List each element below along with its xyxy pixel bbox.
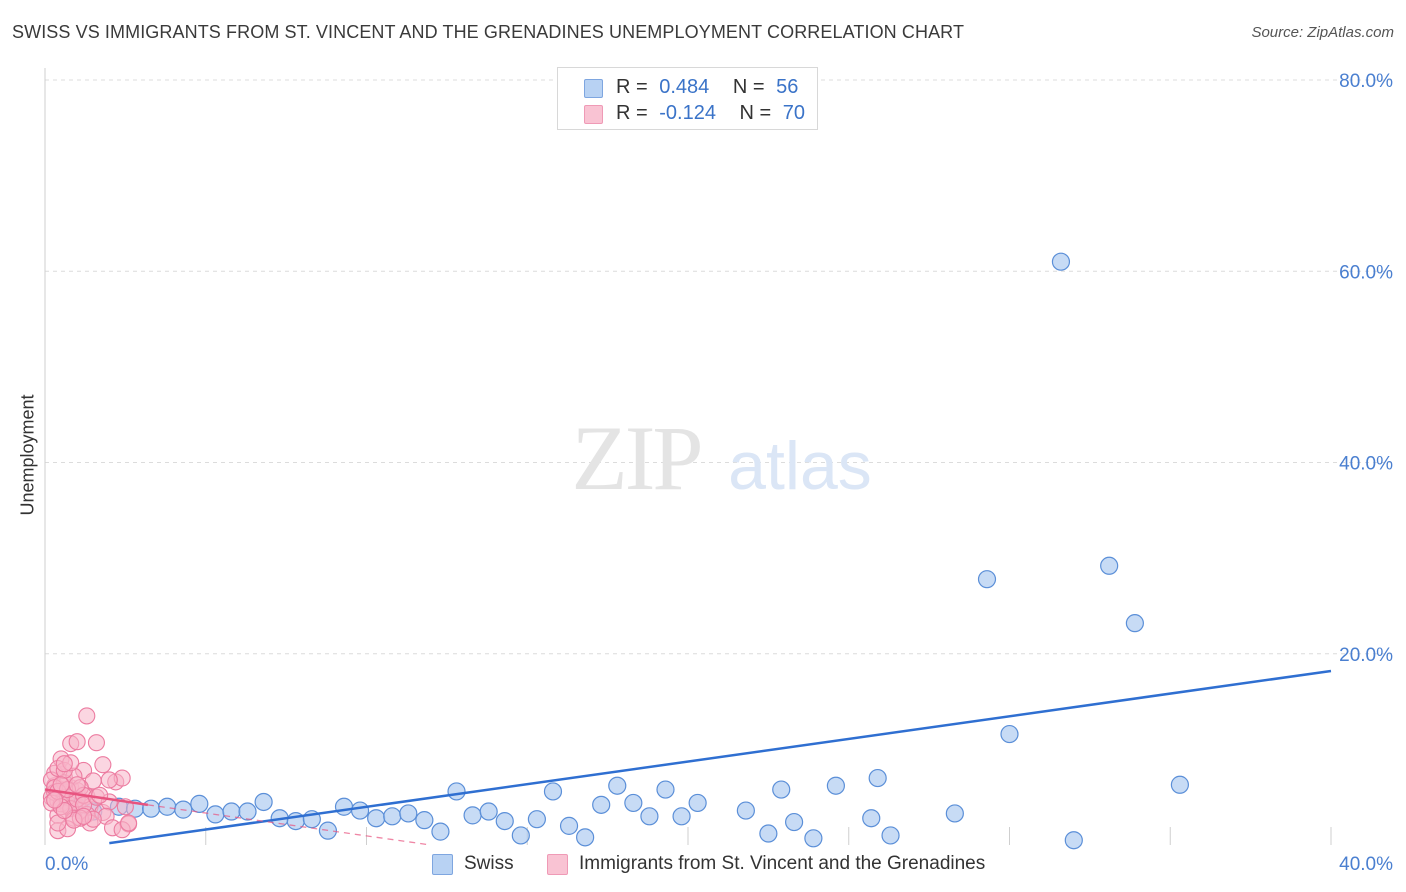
immigrants-point xyxy=(100,771,118,789)
n-label: N = xyxy=(732,76,765,98)
swiss-point xyxy=(759,824,778,843)
legend-immigrants-swatch xyxy=(547,854,568,875)
n-value: 56 xyxy=(776,76,799,98)
x-tick-label: 40.0% xyxy=(1339,854,1393,875)
immigrants-point xyxy=(87,734,105,752)
y-tick-label: 80.0% xyxy=(1339,71,1393,92)
immigrants-point xyxy=(68,733,86,751)
r-label: R = xyxy=(616,102,648,124)
swiss-point xyxy=(656,780,675,799)
swiss-point xyxy=(640,807,659,826)
immigrants-point xyxy=(55,802,73,820)
swiss-point xyxy=(576,828,595,847)
swiss-swatch xyxy=(584,79,603,98)
r-value: -0.124 xyxy=(659,102,716,124)
swiss-point xyxy=(1100,556,1119,575)
legend-swiss-swatch xyxy=(432,854,453,875)
legend-immigrants-label: Immigrants from St. Vincent and the Gren… xyxy=(579,853,986,874)
swiss-point xyxy=(784,812,804,832)
swiss-point xyxy=(826,776,845,795)
grid-layer xyxy=(45,79,1392,655)
swiss-point xyxy=(736,801,755,820)
swiss-point xyxy=(977,570,997,589)
tick-label-layer: 20.0% 40.0% 60.0% 80.0% 0.0% 40.0% xyxy=(45,71,1393,875)
r-label: R = xyxy=(616,76,648,98)
immigrants-point xyxy=(91,786,109,804)
swiss-point xyxy=(141,799,161,818)
watermark-zip: ZIP xyxy=(572,407,701,509)
swiss-point xyxy=(399,804,418,823)
swiss-point xyxy=(511,826,530,845)
immigrants-point xyxy=(46,791,64,809)
swiss-point xyxy=(804,829,823,848)
immigrants-swatch xyxy=(584,105,603,124)
x-tick-label: 0.0% xyxy=(45,854,88,875)
swiss-point xyxy=(592,795,611,814)
swiss-point xyxy=(431,822,450,841)
immigrants-point xyxy=(75,807,93,825)
stats-text-immigrants: R = -0.124 N = 70 xyxy=(616,102,805,125)
immigrants-point xyxy=(68,776,86,794)
swiss-point xyxy=(543,782,563,801)
swiss-point xyxy=(688,793,707,813)
swiss-point xyxy=(1064,831,1083,850)
stats-text-swiss: R = 0.484 N = 56 xyxy=(616,76,798,99)
swiss-point xyxy=(367,809,386,828)
swiss-point xyxy=(1170,775,1189,794)
immigrants-point xyxy=(55,755,73,773)
swiss-point xyxy=(1000,724,1019,744)
legend: Swiss Immigrants from St. Vincent and th… xyxy=(0,851,1406,879)
trend-layer xyxy=(44,669,1332,846)
immigrants-point xyxy=(94,756,112,774)
swiss-point xyxy=(350,801,370,820)
immigrants-point xyxy=(120,814,138,832)
swiss-point xyxy=(334,797,354,816)
immigrants-trend-extension xyxy=(147,804,431,846)
watermark: ZIP atlas xyxy=(572,407,872,509)
swiss-point xyxy=(254,792,273,812)
immigrants-point xyxy=(78,707,96,725)
swiss-point xyxy=(1051,252,1071,271)
swiss-point xyxy=(463,806,482,825)
y-tick-label: 40.0% xyxy=(1339,454,1393,475)
swiss-point xyxy=(447,782,466,801)
swiss-point xyxy=(862,809,881,828)
swiss-point xyxy=(868,768,887,788)
axis-layer xyxy=(44,68,1332,845)
swiss-point xyxy=(559,816,579,835)
swiss-point xyxy=(881,826,900,845)
swiss-point xyxy=(479,802,498,821)
swiss-point xyxy=(624,793,643,813)
swiss-point xyxy=(1125,614,1144,633)
watermark-atlas: atlas xyxy=(728,428,872,504)
swiss-point xyxy=(608,776,627,795)
swiss-trend-line xyxy=(109,669,1332,845)
stats-box: R = 0.484 N = 56 R = -0.124 N = 70 xyxy=(557,67,818,130)
swiss-point xyxy=(672,807,691,826)
chart-source: Source: ZipAtlas.com xyxy=(1251,24,1394,41)
legend-swiss-label: Swiss xyxy=(464,853,514,874)
immigrants-trend-line xyxy=(44,788,149,807)
points-layer xyxy=(42,252,1189,850)
r-value: 0.484 xyxy=(659,76,710,98)
swiss-point xyxy=(238,802,257,821)
n-label: N = xyxy=(739,102,772,124)
swiss-point xyxy=(190,794,209,813)
chart-title: SWISS VS IMMIGRANTS FROM ST. VINCENT AND… xyxy=(12,22,965,42)
n-value: 70 xyxy=(782,102,806,124)
swiss-point xyxy=(945,804,964,823)
y-tick-label: 20.0% xyxy=(1339,645,1393,666)
swiss-point xyxy=(495,811,514,831)
swiss-point xyxy=(415,811,434,830)
swiss-point xyxy=(772,780,791,799)
swiss-point xyxy=(383,807,402,826)
y-tick-label: 60.0% xyxy=(1339,262,1393,283)
swiss-point xyxy=(527,810,546,829)
